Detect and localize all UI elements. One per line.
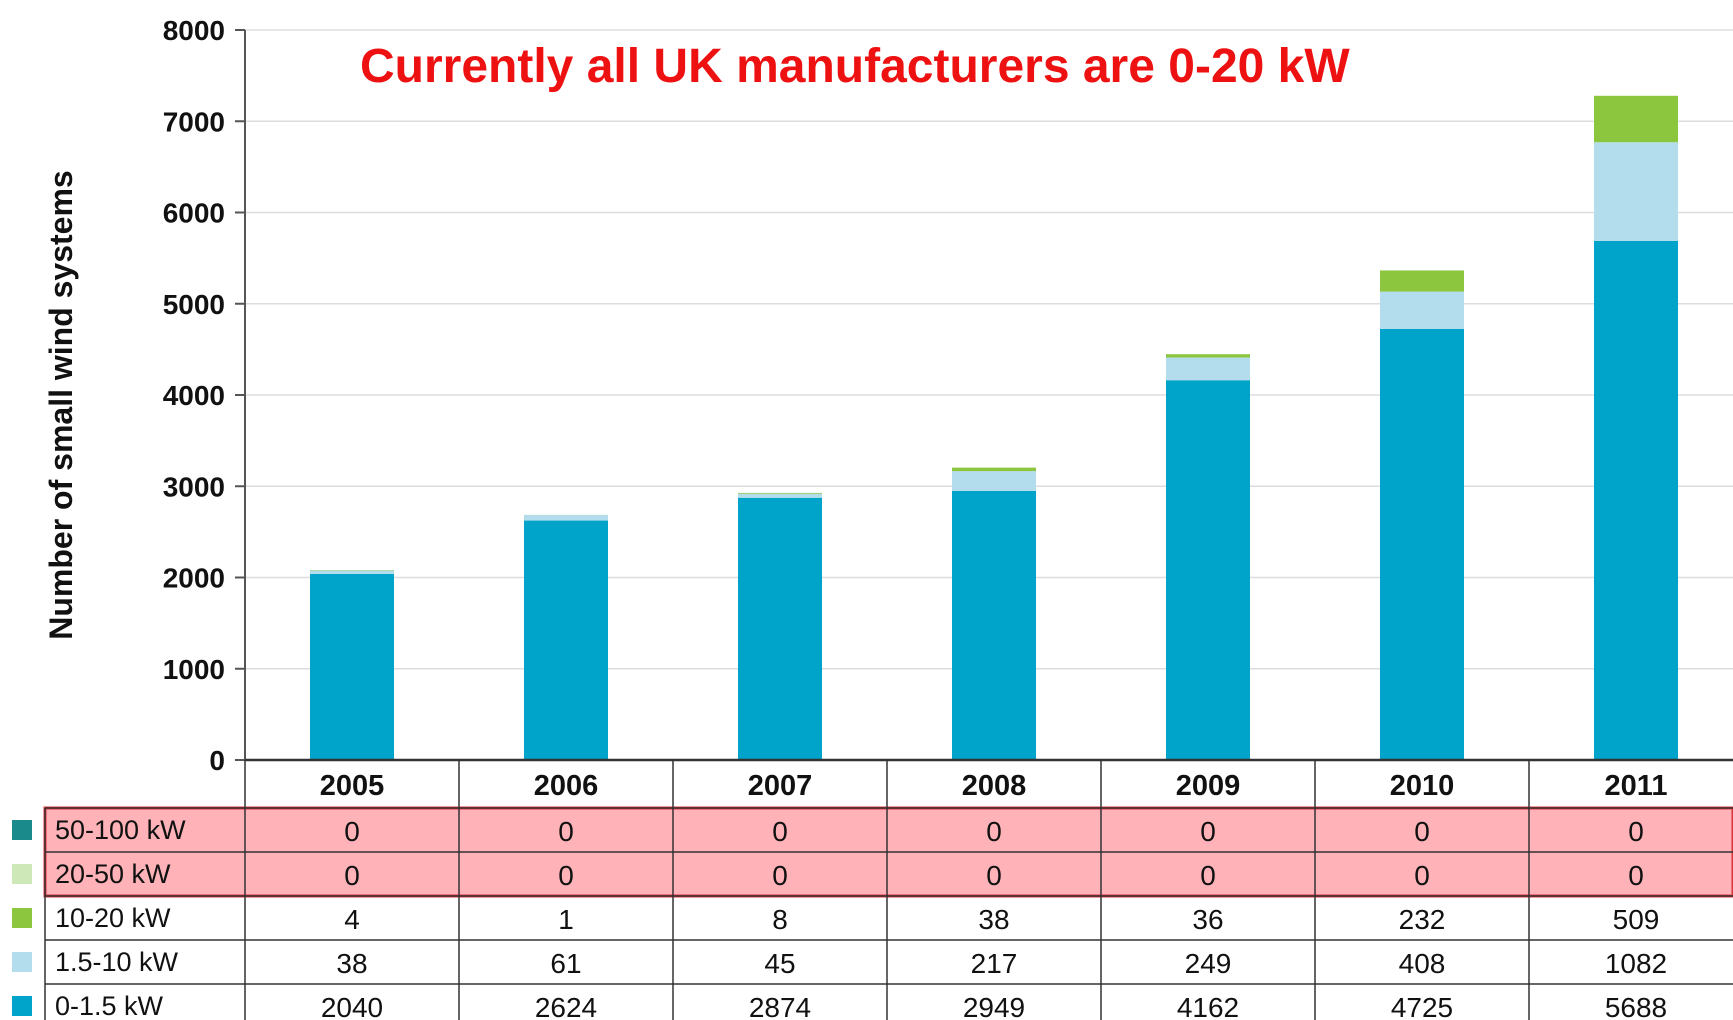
table-cell: 232 bbox=[1399, 904, 1446, 935]
table-cell: 5688 bbox=[1605, 992, 1667, 1020]
table-cell: 408 bbox=[1399, 948, 1446, 979]
bar-segment-1-5-10-kw bbox=[952, 471, 1036, 491]
legend-swatch bbox=[12, 996, 32, 1016]
table-cell: 217 bbox=[971, 948, 1018, 979]
table-cell: 38 bbox=[336, 948, 367, 979]
bar-segment-0-1-5-kw bbox=[524, 520, 608, 760]
x-tick-label: 2010 bbox=[1390, 770, 1455, 802]
y-tick-label: 2000 bbox=[163, 563, 225, 594]
chart-annotation: Currently all UK manufacturers are 0-20 … bbox=[360, 40, 1350, 93]
legend-label: 20-50 kW bbox=[55, 859, 171, 889]
bar-segment-1-5-10-kw bbox=[1166, 357, 1250, 381]
table-cell: 1 bbox=[558, 904, 574, 935]
bar-segment-0-1-5-kw bbox=[1594, 240, 1678, 761]
legend-swatch bbox=[12, 952, 32, 972]
table-cell: 0 bbox=[344, 860, 360, 891]
table-cell: 4725 bbox=[1391, 992, 1453, 1020]
table-cell: 2949 bbox=[963, 992, 1025, 1020]
bar-segment-10-20-kw bbox=[1166, 354, 1250, 358]
y-axis-label: Number of small wind systems bbox=[43, 170, 79, 639]
table-cell: 0 bbox=[986, 816, 1002, 847]
bar-segment-0-1-5-kw bbox=[1166, 380, 1250, 760]
y-tick-label: 1000 bbox=[163, 654, 225, 685]
x-tick-label: 2007 bbox=[748, 770, 813, 802]
axes: 0 1000 2000 3000 4000 5000 6000 7000 8000 bbox=[163, 15, 246, 776]
table-cell: 0 bbox=[1414, 860, 1430, 891]
table-cell: 36 bbox=[1192, 904, 1223, 935]
bar-segment-10-20-kw bbox=[1380, 270, 1464, 292]
y-tick-label: 8000 bbox=[163, 15, 225, 46]
bar-segment-1-5-10-kw bbox=[1594, 142, 1678, 241]
table-cell: 0 bbox=[1414, 816, 1430, 847]
table-cell: 0 bbox=[1200, 860, 1216, 891]
table-cell: 0 bbox=[1628, 860, 1644, 891]
bar-segment-10-20-kw bbox=[1594, 95, 1678, 143]
table-cell: 2624 bbox=[535, 992, 597, 1020]
bar-segment-1-5-10-kw bbox=[524, 514, 608, 521]
bar-segment-10-20-kw bbox=[738, 492, 822, 494]
bar-segment-1-5-10-kw bbox=[738, 493, 822, 498]
x-tick-label: 2008 bbox=[962, 770, 1027, 802]
table-cell: 0 bbox=[558, 860, 574, 891]
table-cell: 8 bbox=[772, 904, 788, 935]
bar-segment-1-5-10-kw bbox=[310, 570, 394, 574]
table-cell: 0 bbox=[986, 860, 1002, 891]
bars bbox=[310, 95, 1678, 761]
legend-label: 50-100 kW bbox=[55, 815, 186, 845]
legend-label: 0-1.5 kW bbox=[55, 991, 164, 1020]
table-cell: 0 bbox=[344, 816, 360, 847]
data-table: 2005 2006 2007 2008 2009 2010 2011 50-100 kW 0 0 0… bbox=[12, 758, 1733, 1020]
table-cell: 4 bbox=[344, 904, 360, 935]
y-tick-label: 4000 bbox=[163, 380, 225, 411]
y-tick-label: 0 bbox=[209, 745, 225, 776]
x-tick-label: 2006 bbox=[534, 770, 599, 802]
table-cell: 0 bbox=[772, 860, 788, 891]
bar-segment-0-1-5-kw bbox=[952, 490, 1036, 760]
table-cell: 38 bbox=[978, 904, 1009, 935]
bar-segment-1-5-10-kw bbox=[1380, 291, 1464, 329]
bar-segment-0-1-5-kw bbox=[738, 497, 822, 760]
table-cell: 1082 bbox=[1605, 948, 1667, 979]
table-cell: 0 bbox=[1200, 816, 1216, 847]
table-cell: 2040 bbox=[321, 992, 383, 1020]
y-tick-label: 3000 bbox=[163, 471, 225, 502]
table-cell: 0 bbox=[772, 816, 788, 847]
y-tick-label: 5000 bbox=[163, 289, 225, 320]
table-cell: 61 bbox=[550, 948, 581, 979]
bar-segment-0-1-5-kw bbox=[310, 573, 394, 760]
x-tick-label: 2011 bbox=[1605, 770, 1668, 802]
legend-swatch bbox=[12, 864, 32, 884]
table-cell: 249 bbox=[1185, 948, 1232, 979]
table-cell: 45 bbox=[764, 948, 795, 979]
x-tick-label: 2005 bbox=[320, 770, 385, 802]
legend-swatch bbox=[12, 820, 32, 840]
bar-segment-10-20-kw bbox=[952, 467, 1036, 472]
y-tick-label: 7000 bbox=[163, 106, 225, 137]
table-cell: 2874 bbox=[749, 992, 811, 1020]
table-cell: 509 bbox=[1613, 904, 1660, 935]
legend-swatch bbox=[12, 908, 32, 928]
bar-segment-0-1-5-kw bbox=[1380, 328, 1464, 760]
y-tick-label: 6000 bbox=[163, 198, 225, 229]
legend-label: 1.5-10 kW bbox=[55, 947, 179, 977]
table-cell: 4162 bbox=[1177, 992, 1239, 1020]
legend-label: 10-20 kW bbox=[55, 903, 171, 933]
table-cell: 0 bbox=[558, 816, 574, 847]
x-tick-label: 2009 bbox=[1176, 770, 1241, 802]
table-cell: 0 bbox=[1628, 816, 1644, 847]
